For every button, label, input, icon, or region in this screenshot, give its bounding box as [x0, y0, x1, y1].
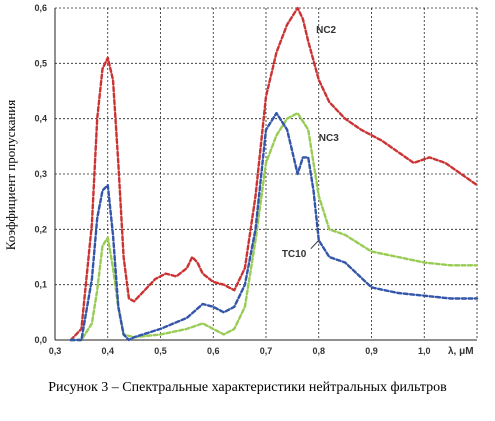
- series-lines: [69, 6, 479, 342]
- x-tick-label: 0,4: [101, 346, 114, 356]
- x-tick-label: 0,7: [260, 346, 273, 356]
- y-tick-label: 0,1: [34, 280, 47, 290]
- series-label-tc10: TC10: [282, 249, 307, 260]
- x-tick-label: 0,9: [365, 346, 378, 356]
- series-label-nc2: NC2: [316, 25, 336, 36]
- y-tick-label: 0,5: [34, 58, 47, 68]
- y-tick-label: 0,2: [34, 224, 47, 234]
- series-line-nc3: [69, 111, 479, 342]
- series-line-nc2: [69, 6, 479, 342]
- series-label-nc3: NC3: [319, 133, 339, 144]
- series-labels: NC2 NC3 TC10: [282, 25, 339, 260]
- x-tick-label: 0,3: [49, 346, 62, 356]
- y-tick-label: 0,0: [34, 335, 47, 345]
- y-tick-label: 0,6: [34, 3, 47, 13]
- x-axis-unit-label: λ, μM: [448, 346, 474, 357]
- x-tick-label: 0,6: [207, 346, 220, 356]
- tick-labels: 0,3 0,4 0,5 0,6 0,7 0,8 0,9 1,0 0,0 0,1 0,2 0,3 0,4 0…: [34, 3, 430, 356]
- y-tick-label: 0,4: [34, 114, 47, 124]
- x-tick-label: 0,5: [154, 346, 167, 356]
- axes: [54, 8, 477, 341]
- tc10-leader-line: [310, 240, 320, 250]
- y-tick-label: 0,3: [34, 169, 47, 179]
- x-tick-label: 0,8: [312, 346, 325, 356]
- series-line-tc10: [69, 111, 479, 342]
- y-axis-label: Коэффициент пропускания: [3, 100, 18, 250]
- x-tick-label: 1,0: [418, 346, 431, 356]
- figure-caption: Рисунок 3 – Спектральные характеристики …: [48, 380, 447, 395]
